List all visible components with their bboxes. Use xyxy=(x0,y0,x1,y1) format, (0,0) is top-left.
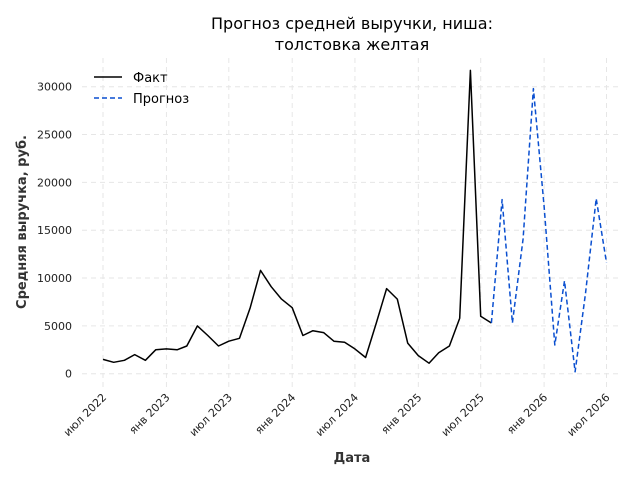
chart-title-line-2: толстовка желтая xyxy=(275,35,429,54)
y-tick-label: 0 xyxy=(65,368,72,381)
chart-title-line-1: Прогноз средней выручки, ниша: xyxy=(211,14,493,33)
y-tick-label: 30000 xyxy=(37,81,72,94)
y-tick-label: 15000 xyxy=(37,224,72,237)
x-axis-ticks: июл 2022 янв 2023 июл 2023 янв 2024 июл 2024… xyxy=(61,391,613,439)
legend-entry-label: Прогноз xyxy=(133,92,189,107)
y-axis-ticks: 0 5000 10000 15000 20000 25000 30000 xyxy=(37,81,72,381)
x-tick-label: июл 2022 xyxy=(61,391,109,439)
series-line-fact xyxy=(102,69,492,364)
x-axis-label: Дата xyxy=(334,451,371,466)
legend: Факт Прогноз xyxy=(94,71,189,107)
y-tick-label: 25000 xyxy=(37,129,72,142)
y-tick-label: 20000 xyxy=(37,176,72,189)
series-layer xyxy=(102,69,608,373)
x-tick-label: янв 2024 xyxy=(253,391,299,437)
y-tick-label: 5000 xyxy=(44,320,72,333)
y-axis-label: Средняя выручка, руб. xyxy=(15,135,30,309)
x-tick-label: июл 2026 xyxy=(565,391,613,439)
x-tick-label: янв 2023 xyxy=(127,391,173,437)
y-tick-label: 10000 xyxy=(37,272,72,285)
grid-lines xyxy=(82,58,622,390)
series-line-forecast xyxy=(490,87,608,373)
x-tick-label: янв 2025 xyxy=(379,391,425,437)
legend-entry-label: Факт xyxy=(133,71,168,86)
x-tick-label: июл 2025 xyxy=(439,391,487,439)
x-tick-label: янв 2026 xyxy=(504,391,550,437)
x-tick-label: июл 2023 xyxy=(187,391,235,439)
x-tick-label: июл 2024 xyxy=(313,391,361,439)
